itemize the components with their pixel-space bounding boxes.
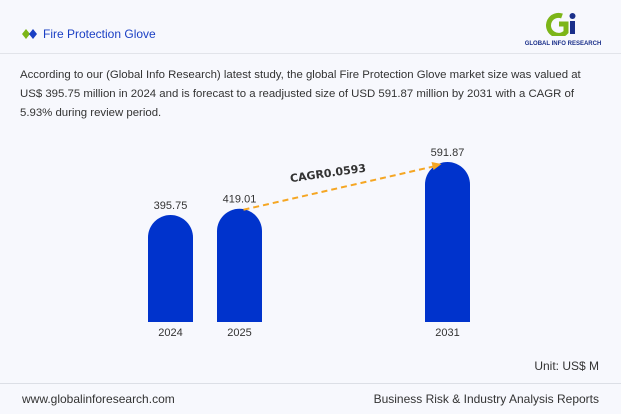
cagr-arrow [243, 165, 436, 211]
logo-icon [546, 12, 576, 38]
value-label: 395.75 [154, 200, 188, 212]
bar-2025 [217, 208, 262, 322]
cagr-annotation: CAGR0.0593 [289, 162, 367, 186]
footer-tagline: Business Risk & Industry Analysis Report… [373, 392, 599, 406]
unit-label: Unit: US$ M [534, 359, 599, 373]
value-label: 591.87 [431, 147, 465, 159]
footer-divider [0, 383, 621, 384]
value-label: 419.01 [223, 194, 257, 206]
footer-website[interactable]: www.globalinforesearch.com [22, 392, 175, 406]
diamond-icon [22, 29, 37, 39]
category-label: 2031 [435, 327, 459, 339]
arrow-head-icon [431, 162, 442, 171]
header: Fire Protection Glove GLOBAL INFO RESEAR… [0, 0, 621, 54]
logo: GLOBAL INFO RESEARCH [523, 12, 603, 47]
bar-2031 [425, 162, 470, 322]
bar-2024 [148, 215, 193, 322]
category-label: 2024 [158, 327, 182, 339]
description: According to our (Global Info Research) … [20, 69, 581, 119]
logo-text: GLOBAL INFO RESEARCH [524, 41, 602, 47]
title-text: Fire Protection Glove [43, 27, 156, 41]
category-label: 2025 [227, 327, 251, 339]
page-title: Fire Protection Glove [22, 27, 156, 41]
